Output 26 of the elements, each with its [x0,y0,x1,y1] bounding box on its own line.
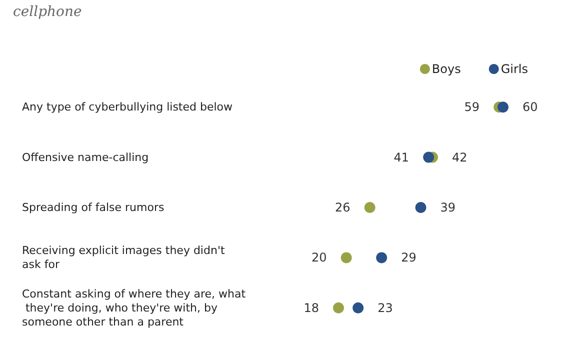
point [415,202,426,213]
y-tick-label: Any type of cyberbullying listed below [22,100,233,114]
legend-label: Boys [432,62,461,76]
data-label: 41 [394,150,410,164]
y-tick-label: Receiving explicit images they didn't ask for [22,244,228,272]
data-label: 60 [522,100,538,114]
point [364,202,376,213]
legend-label: Girls [500,62,528,76]
point [352,302,364,314]
point [333,302,344,314]
data-label: 42 [452,150,468,164]
data-label: 26 [335,200,350,214]
data-label: 18 [304,300,319,315]
data-label: 59 [464,100,480,114]
data-label: 20 [312,250,327,265]
data-label: 29 [401,250,416,265]
point [498,102,508,113]
y-tick-label: Constant asking of where they are, what they're doing, who they're with, by someone other than a parent [22,287,246,328]
y-tick-label: Spreading of false rumors [22,201,164,214]
data-label: 39 [440,200,456,214]
text: cellphone [13,4,82,20]
point [376,252,388,264]
y-tick-label: Offensive name-calling [22,150,149,164]
point [423,152,434,163]
point [340,252,352,264]
data-label: 23 [378,300,393,315]
